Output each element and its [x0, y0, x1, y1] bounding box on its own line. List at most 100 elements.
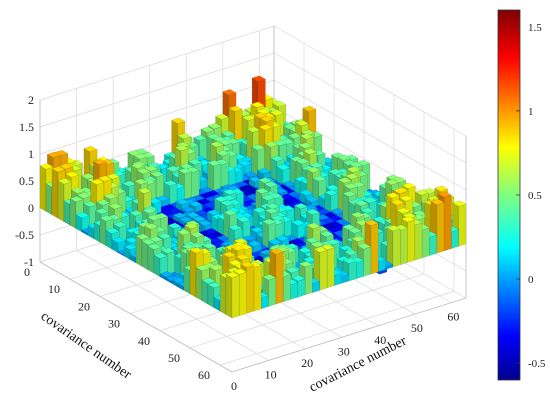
bar-face-side	[167, 250, 175, 275]
bar-face-front	[195, 267, 203, 302]
bar-face-top	[262, 218, 277, 225]
bar-face-top	[437, 191, 452, 198]
bar-face-top	[306, 222, 321, 229]
bar-face-top	[177, 133, 192, 140]
bar-face-top	[236, 216, 251, 223]
bar-face-top	[385, 179, 400, 186]
bar-face-top	[257, 177, 272, 184]
gridline-floor-i	[219, 290, 455, 366]
bar-face-top	[184, 222, 199, 229]
z-tick-label: 0	[28, 201, 34, 215]
bar-face-front	[342, 193, 349, 223]
bar-face-top	[171, 117, 186, 124]
bar-face-top	[401, 182, 416, 189]
bar-face-top	[207, 160, 222, 167]
bar-face-top	[337, 154, 352, 161]
gridline-z-right	[273, 52, 467, 164]
bar-face-side	[458, 203, 467, 247]
bar-face-top	[39, 163, 54, 170]
bar-face-top	[92, 158, 107, 165]
bar-face-side	[191, 170, 200, 198]
x-tick-label: 20	[78, 299, 90, 313]
bar-face-front	[135, 235, 143, 267]
bar-face-side	[228, 169, 236, 186]
bar-face-side	[213, 163, 222, 191]
bar-face-top	[175, 198, 190, 205]
bar-face-top	[99, 215, 114, 222]
bar-face-top	[222, 188, 237, 195]
bar-face-front	[262, 220, 269, 249]
gridline-z-right	[273, 79, 467, 191]
bar-face-top	[96, 199, 111, 206]
bar-face-front	[219, 274, 227, 315]
bar-face-top	[303, 148, 318, 155]
bar-face-top	[187, 158, 202, 165]
bar-face-top	[293, 202, 308, 210]
bar-face-top	[221, 130, 236, 137]
bar-face-top	[186, 211, 201, 218]
bar-face-top	[144, 223, 159, 230]
bar-face-top	[343, 183, 358, 190]
bar-face-top	[215, 150, 230, 157]
bar-face-top	[275, 235, 290, 242]
bar-face-top	[298, 142, 313, 149]
bar-face-side	[443, 194, 452, 252]
bar-face-side	[400, 228, 408, 265]
bar-face-top	[268, 238, 283, 245]
bar-face-top	[75, 212, 90, 219]
bar-face-top	[106, 173, 121, 180]
bar-face-side	[348, 261, 357, 282]
bar-face-top	[228, 105, 243, 112]
bar-face-top	[390, 199, 405, 206]
bar-face-front	[225, 273, 233, 319]
bar-face-top	[342, 190, 357, 197]
bar-face-top	[83, 145, 98, 152]
bar-face-top	[228, 224, 243, 231]
bar-face-top	[386, 225, 401, 232]
bar-face-top	[58, 163, 73, 170]
colorbar-ticks: -0.5 0 0.5 1 1.5	[516, 22, 546, 370]
y-tick-label: 60	[447, 310, 459, 324]
z-tick-label: 1	[28, 147, 34, 161]
bar-face-top	[396, 207, 411, 214]
bar-face-side	[429, 234, 437, 256]
bar-face-top	[295, 158, 310, 165]
z-tick-label: 1.5	[19, 120, 34, 134]
bar-face-top	[261, 194, 276, 201]
bar-face-side	[421, 227, 430, 259]
bar-face-top	[393, 187, 408, 194]
bar-face-front	[270, 157, 277, 182]
bar-face-top	[57, 178, 72, 185]
colorbar: -0.5 0 0.5 1 1.5	[497, 9, 546, 381]
bar-face-front	[99, 217, 107, 247]
bar-face-top	[272, 100, 287, 108]
bar-face-top	[337, 177, 352, 184]
bar-face-top	[112, 221, 127, 228]
bar-face-side	[436, 202, 445, 254]
bar-face-top	[309, 162, 324, 169]
bar-face-side	[304, 264, 313, 296]
bar-face-top	[220, 199, 235, 206]
bar-face-side	[370, 223, 379, 275]
z-tick-label: 2	[28, 93, 34, 107]
bar-face-top	[105, 227, 120, 234]
bar-face-top	[345, 173, 360, 180]
bar-face-top	[136, 168, 151, 175]
bar-face-top	[90, 178, 105, 185]
bar-face-top	[264, 141, 279, 148]
bar-face-side	[184, 171, 192, 200]
bar-face-top	[299, 133, 314, 140]
bar-face-top	[415, 189, 430, 196]
bar-face-top	[430, 198, 445, 205]
colorbar-tick-label: 0.5	[528, 190, 542, 202]
bar-face-top	[401, 216, 416, 223]
bar-face-top	[133, 153, 148, 160]
y-tick-label: 0	[231, 379, 237, 393]
z-tick-label: -0.5	[15, 228, 34, 242]
gridline-z-left	[39, 52, 275, 128]
colorbar-tick-label: 1	[528, 106, 534, 118]
bar-face-top	[392, 176, 407, 183]
bar-face-top	[360, 207, 375, 214]
gridline-floor-j	[76, 250, 269, 361]
bar-face-top	[295, 119, 310, 127]
